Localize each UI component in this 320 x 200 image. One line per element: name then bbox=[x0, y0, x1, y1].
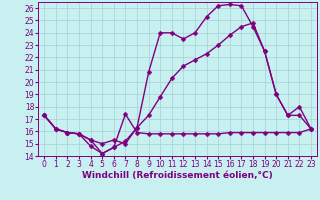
X-axis label: Windchill (Refroidissement éolien,°C): Windchill (Refroidissement éolien,°C) bbox=[82, 171, 273, 180]
